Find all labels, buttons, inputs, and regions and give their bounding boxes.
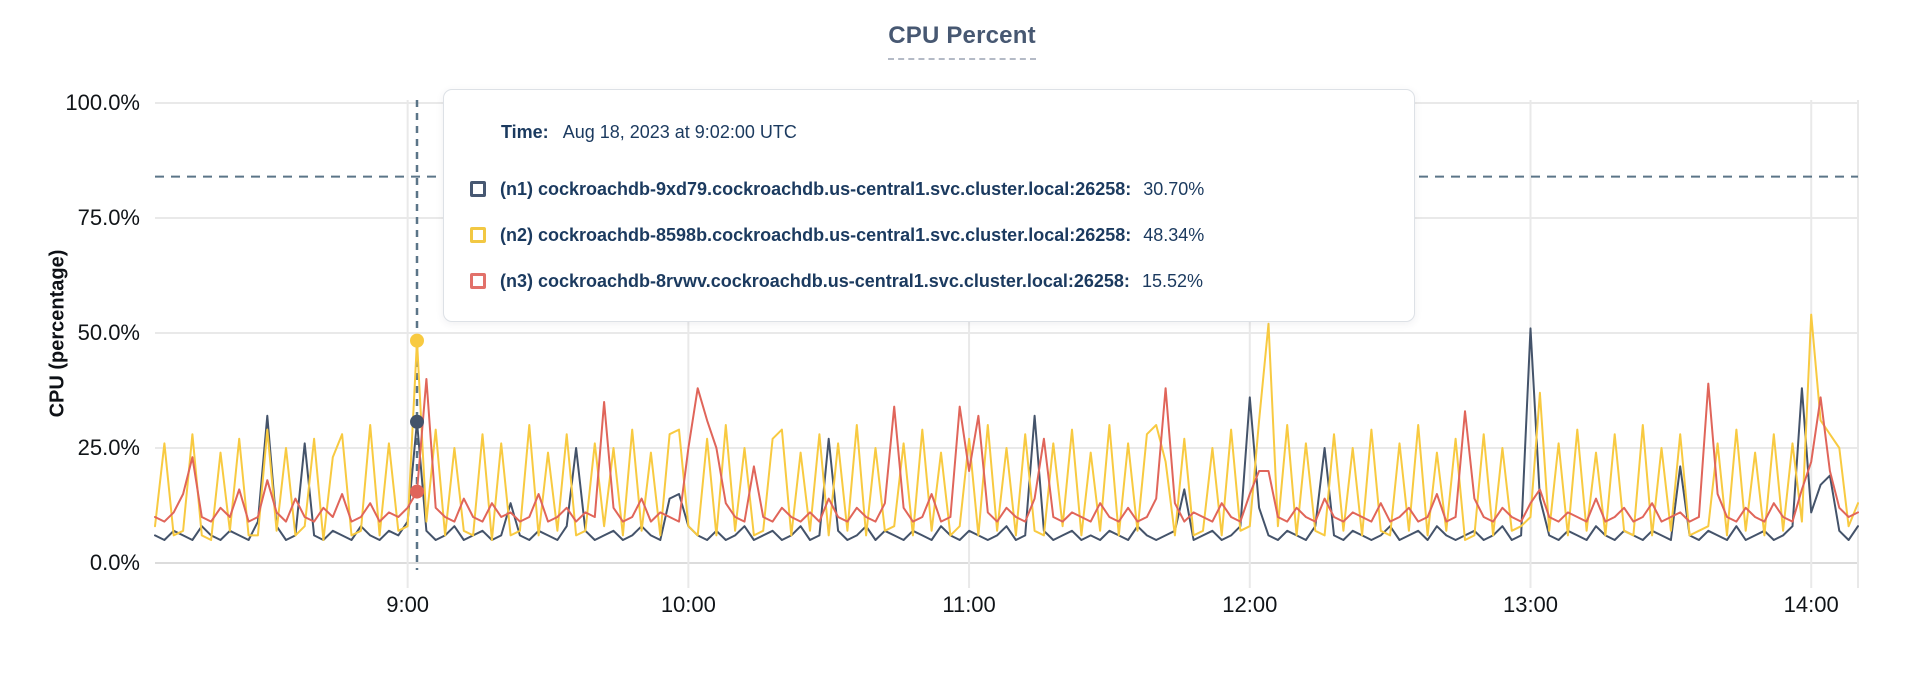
series-swatch-icon (470, 181, 486, 197)
series-line-n1 (154, 327, 1859, 541)
hover-dot-n1 (410, 414, 424, 429)
tooltip-series-value: 48.34% (1143, 224, 1205, 245)
tooltip-series-rows: (n1) cockroachdb-9xd79.cockroachdb.us-ce… (470, 166, 1414, 304)
tooltip-series-value: 30.70% (1143, 178, 1205, 199)
hover-tooltip: Time: Aug 18, 2023 at 9:02:00 UTC (n1) co… (443, 89, 1415, 322)
x-tick-label: 14:00 (1783, 592, 1839, 617)
x-tick-label: 12:00 (1222, 592, 1278, 617)
series-line-n2 (154, 313, 1859, 541)
chart-title-wrap: CPU Percent (0, 22, 1924, 60)
tooltip-series-row: (n3) cockroachdb-8rvwv.cockroachdb.us-ce… (470, 258, 1414, 304)
hover-dot-n2 (410, 333, 424, 348)
tooltip-series-label: (n3) cockroachdb-8rvwv.cockroachdb.us-ce… (500, 270, 1130, 291)
y-tick-label: 0.0% (89, 550, 140, 575)
tooltip-series-row: (n2) cockroachdb-8598b.cockroachdb.us-ce… (470, 212, 1414, 258)
tooltip-time-label: Time: (501, 122, 549, 142)
series-line-n3 (154, 378, 1859, 523)
series-swatch-icon (470, 273, 486, 289)
y-tick-label: 50.0% (77, 320, 140, 345)
y-tick-label: 75.0% (77, 205, 140, 230)
x-tick-label: 10:00 (660, 592, 716, 617)
tooltip-time-value: Aug 18, 2023 at 9:02:00 UTC (562, 122, 797, 142)
tooltip-series-value: 15.52% (1141, 270, 1203, 291)
tooltip-series-label: (n2) cockroachdb-8598b.cockroachdb.us-ce… (500, 224, 1132, 245)
tooltip-series-row: (n1) cockroachdb-9xd79.cockroachdb.us-ce… (470, 166, 1414, 212)
series-swatch-icon (470, 227, 486, 243)
x-tick-label: 11:00 (942, 592, 996, 617)
x-tick-label: 9:00 (386, 592, 430, 617)
hover-dot-n3 (410, 484, 424, 499)
tooltip-series-label: (n1) cockroachdb-9xd79.cockroachdb.us-ce… (500, 178, 1132, 199)
tooltip-time-row: Time: Aug 18, 2023 at 9:02:00 UTC (501, 122, 1414, 142)
y-tick-label: 25.0% (77, 435, 140, 460)
x-tick-label: 13:00 (1502, 592, 1559, 617)
chart-title[interactable]: CPU Percent (888, 22, 1036, 60)
y-tick-label: 100.0% (65, 90, 140, 115)
